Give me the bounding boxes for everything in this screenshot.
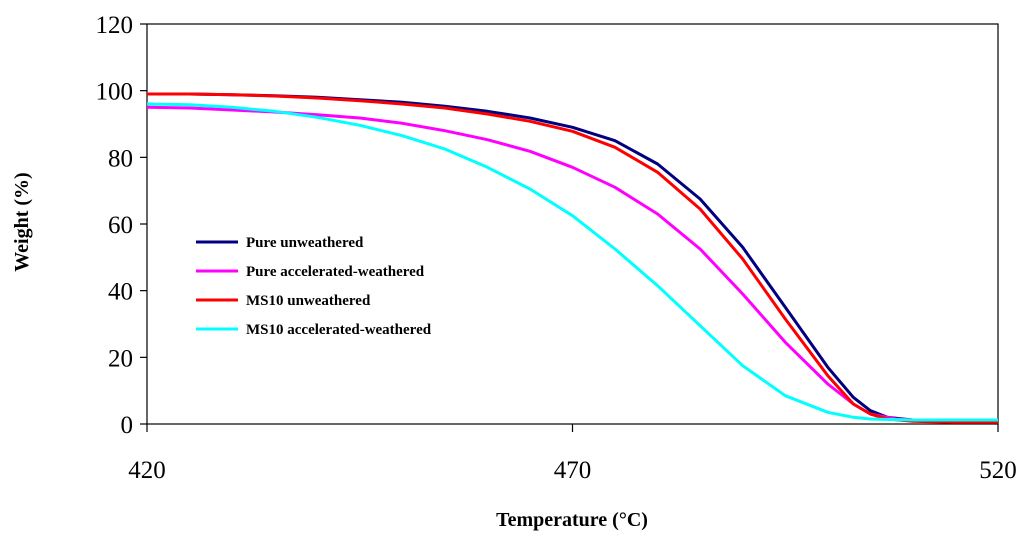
series-line-1 (147, 92, 998, 423)
y-tick-label: 60 (108, 212, 133, 239)
y-tick-label: 120 (96, 12, 134, 39)
legend-label: MS10 accelerated-weathered (246, 322, 432, 338)
y-tick-label: 20 (108, 345, 133, 372)
x-axis-ticks: 420 470 520 (128, 424, 1017, 484)
legend: Pure unweathered Pure accelerated-weather… (196, 235, 432, 338)
y-tick-label: 40 (108, 279, 133, 306)
y-tick-label: 0 (121, 412, 134, 439)
legend-label: Pure unweathered (246, 235, 364, 251)
y-axis-ticks: 0 20 40 60 80 100 120 (96, 12, 147, 439)
legend-label: MS10 unweathered (246, 293, 371, 309)
x-tick-label: 520 (979, 457, 1017, 484)
series-line-4 (146, 102, 998, 422)
y-axis-title: Weight (%) (11, 172, 33, 271)
y-tick-label: 80 (108, 145, 133, 172)
legend-label: Pure accelerated-weathered (246, 264, 425, 280)
series-group (146, 92, 998, 424)
x-axis-title: Temperature (°C) (496, 509, 648, 531)
plot-frame-group (146, 23, 999, 425)
plot-area-border (146, 23, 999, 425)
series-line-3 (147, 92, 998, 424)
x-tick-label: 470 (554, 457, 592, 484)
x-tick-label: 420 (128, 457, 166, 484)
y-tick-label: 100 (96, 79, 134, 106)
